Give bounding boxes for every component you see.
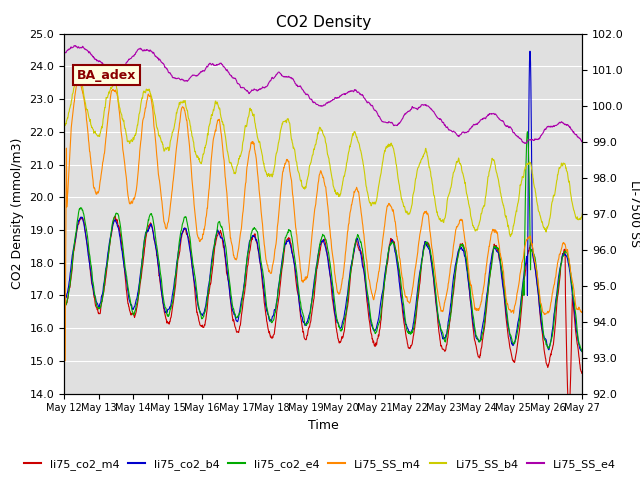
Y-axis label: CO2 Density (mmol/m3): CO2 Density (mmol/m3)	[11, 138, 24, 289]
Y-axis label: LI-7500 SS: LI-7500 SS	[628, 180, 640, 247]
X-axis label: Time: Time	[308, 419, 339, 432]
Text: BA_adex: BA_adex	[77, 69, 136, 82]
Title: CO2 Density: CO2 Density	[276, 15, 371, 30]
Legend: li75_co2_m4, li75_co2_b4, li75_co2_e4, Li75_SS_m4, Li75_SS_b4, Li75_SS_e4: li75_co2_m4, li75_co2_b4, li75_co2_e4, L…	[20, 455, 620, 474]
